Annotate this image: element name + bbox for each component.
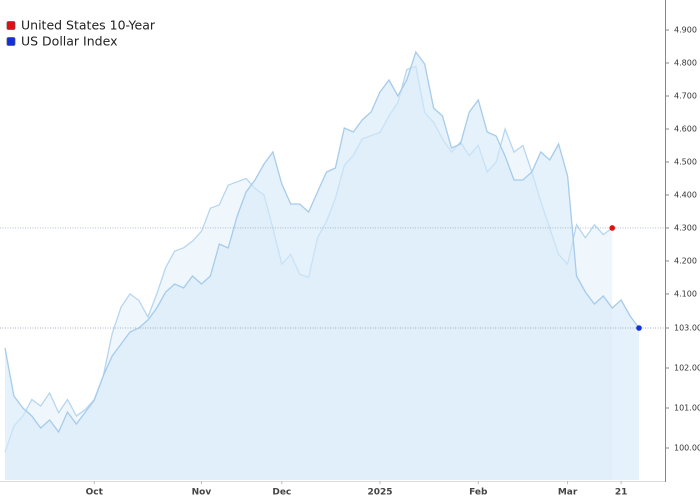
last-value-dot — [636, 325, 642, 331]
x-tick-label: 21 — [615, 488, 628, 498]
y-tick-label: 4.600 — [674, 124, 697, 133]
legend-label: United States 10-Year — [21, 18, 156, 33]
y-tick-label: 4.100 — [674, 289, 697, 298]
y-tick-label: 4.400 — [674, 190, 697, 199]
y-tick-label: 4.500 — [674, 157, 697, 166]
line — [4, 50, 640, 434]
y-tick-label: 102.00 — [674, 364, 700, 373]
x-tick-label: Dec — [272, 488, 291, 498]
x-tick-label: Feb — [469, 488, 488, 498]
y-tick-label: 100.00 — [674, 444, 700, 453]
y-tick-label: 101.00 — [674, 404, 700, 413]
y-tick-label: 103.00 — [674, 324, 700, 333]
x-tick-label: 2025 — [368, 488, 393, 498]
x-tick-label: Oct — [86, 488, 104, 498]
legend-marker — [6, 21, 16, 30]
area — [5, 52, 639, 480]
y-tick-label: 4.900 — [674, 26, 697, 35]
x-tick-label: Nov — [192, 488, 212, 498]
last-value-dot — [609, 225, 616, 231]
y-tick-label: 4.700 — [674, 92, 697, 101]
legend-marker — [6, 37, 16, 46]
x-tick-label: Mar — [558, 488, 578, 498]
y-tick-label: 4.200 — [674, 256, 697, 265]
y-tick-label: 4.800 — [674, 59, 697, 68]
y-tick-label: 4.300 — [674, 223, 697, 232]
legend-label: US Dollar Index — [21, 34, 117, 49]
